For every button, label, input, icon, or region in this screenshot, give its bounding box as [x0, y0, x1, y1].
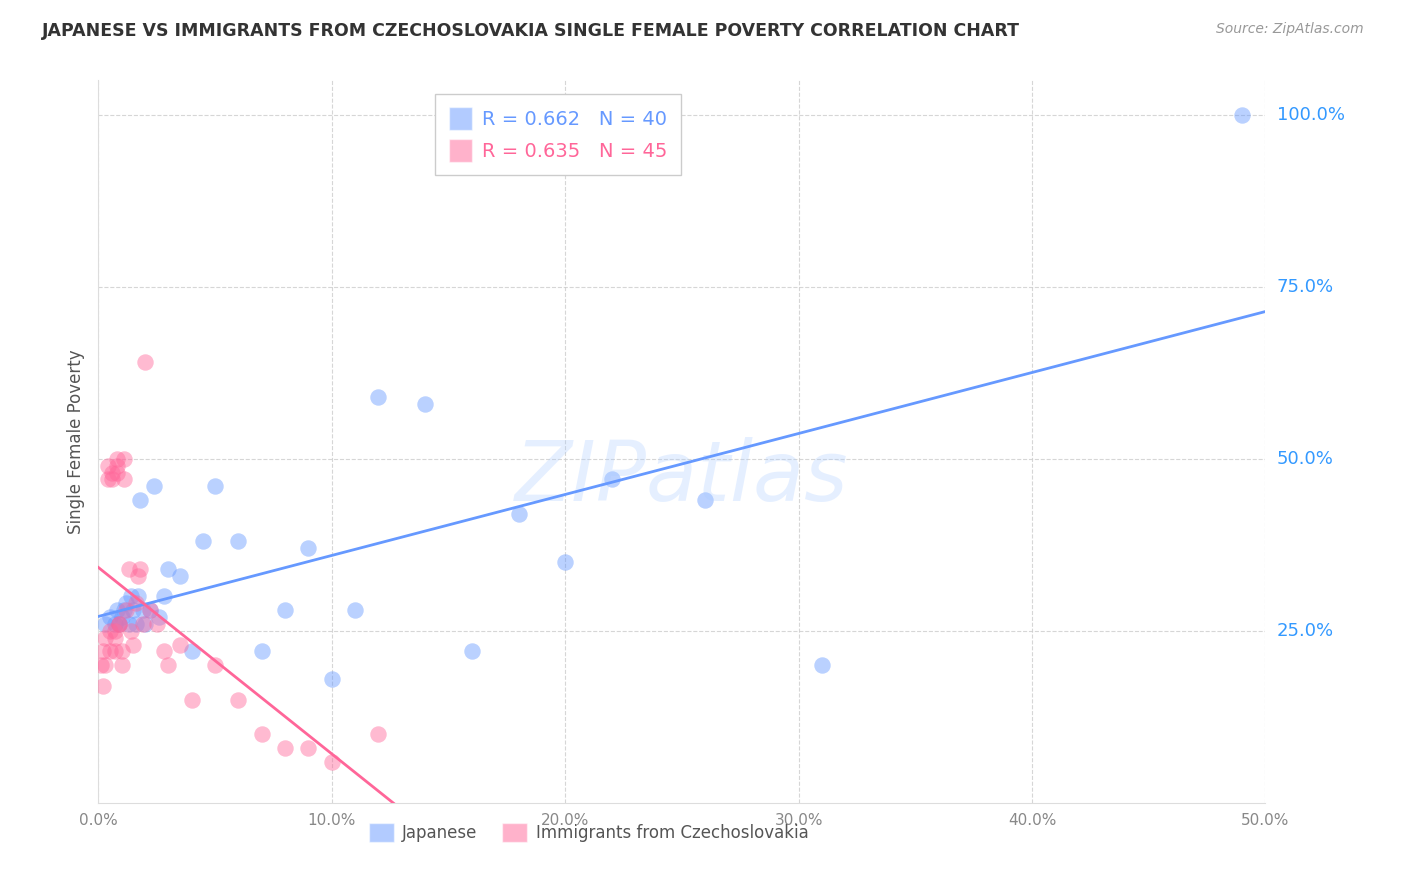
Point	[94, 616, 117, 631]
Text: 75.0%: 75.0%	[1277, 277, 1334, 296]
Point	[91, 679, 114, 693]
Text: ZIPatlas: ZIPatlas	[515, 437, 849, 518]
Point	[122, 638, 145, 652]
Point	[120, 590, 142, 604]
Point	[367, 727, 389, 741]
Y-axis label: Single Female Poverty: Single Female Poverty	[66, 350, 84, 533]
Point	[108, 616, 131, 631]
Point	[112, 451, 135, 466]
Point	[204, 479, 226, 493]
Point	[157, 658, 180, 673]
Point	[105, 451, 128, 466]
Point	[204, 658, 226, 673]
Point	[112, 472, 135, 486]
Point	[132, 616, 155, 631]
Point	[98, 624, 121, 638]
Point	[90, 658, 112, 673]
Point	[461, 644, 484, 658]
Point	[169, 638, 191, 652]
Point	[228, 692, 250, 706]
Point	[105, 466, 128, 480]
Point	[125, 596, 148, 610]
Point	[111, 610, 134, 624]
Point	[157, 562, 180, 576]
Point	[695, 493, 717, 508]
Text: Source: ZipAtlas.com: Source: ZipAtlas.com	[1216, 22, 1364, 37]
Point	[811, 658, 834, 673]
Point	[104, 616, 127, 631]
Point	[193, 534, 215, 549]
Point	[146, 616, 169, 631]
Point	[108, 616, 131, 631]
Point	[118, 562, 141, 576]
Point	[250, 644, 273, 658]
Point	[101, 472, 124, 486]
Point	[115, 596, 138, 610]
Point	[122, 603, 145, 617]
Point	[148, 610, 170, 624]
Point	[132, 603, 155, 617]
Point	[1230, 108, 1253, 122]
Point	[413, 397, 436, 411]
Point	[554, 555, 576, 569]
Point	[97, 472, 120, 486]
Point	[321, 672, 343, 686]
Point	[111, 658, 134, 673]
Point	[127, 590, 149, 604]
Point	[508, 507, 530, 521]
Point	[134, 616, 156, 631]
Point	[152, 590, 174, 604]
Point	[97, 458, 120, 473]
Point	[228, 534, 250, 549]
Legend: Japanese, Immigrants from Czechoslovakia: Japanese, Immigrants from Czechoslovakia	[361, 816, 815, 848]
Text: 50.0%: 50.0%	[1277, 450, 1333, 467]
Point	[152, 644, 174, 658]
Point	[111, 644, 134, 658]
Point	[297, 541, 319, 556]
Text: 25.0%: 25.0%	[1277, 622, 1334, 640]
Point	[115, 603, 138, 617]
Point	[108, 616, 131, 631]
Point	[129, 493, 152, 508]
Point	[98, 610, 121, 624]
Point	[180, 692, 202, 706]
Point	[143, 479, 166, 493]
Point	[127, 568, 149, 582]
Point	[98, 644, 121, 658]
Point	[274, 740, 297, 755]
Point	[104, 631, 127, 645]
Point	[101, 466, 124, 480]
Point	[120, 624, 142, 638]
Point	[321, 755, 343, 769]
Text: 100.0%: 100.0%	[1277, 105, 1344, 124]
Point	[274, 603, 297, 617]
Point	[180, 644, 202, 658]
Point	[134, 355, 156, 369]
Point	[94, 658, 117, 673]
Point	[104, 644, 127, 658]
Point	[105, 458, 128, 473]
Point	[112, 603, 135, 617]
Point	[104, 624, 127, 638]
Point	[367, 390, 389, 404]
Point	[297, 740, 319, 755]
Point	[600, 472, 623, 486]
Point	[344, 603, 367, 617]
Point	[250, 727, 273, 741]
Point	[169, 568, 191, 582]
Point	[118, 616, 141, 631]
Point	[139, 603, 162, 617]
Point	[94, 631, 117, 645]
Point	[105, 603, 128, 617]
Point	[125, 616, 148, 631]
Point	[139, 603, 162, 617]
Point	[91, 644, 114, 658]
Point	[129, 562, 152, 576]
Text: JAPANESE VS IMMIGRANTS FROM CZECHOSLOVAKIA SINGLE FEMALE POVERTY CORRELATION CHA: JAPANESE VS IMMIGRANTS FROM CZECHOSLOVAK…	[42, 22, 1021, 40]
